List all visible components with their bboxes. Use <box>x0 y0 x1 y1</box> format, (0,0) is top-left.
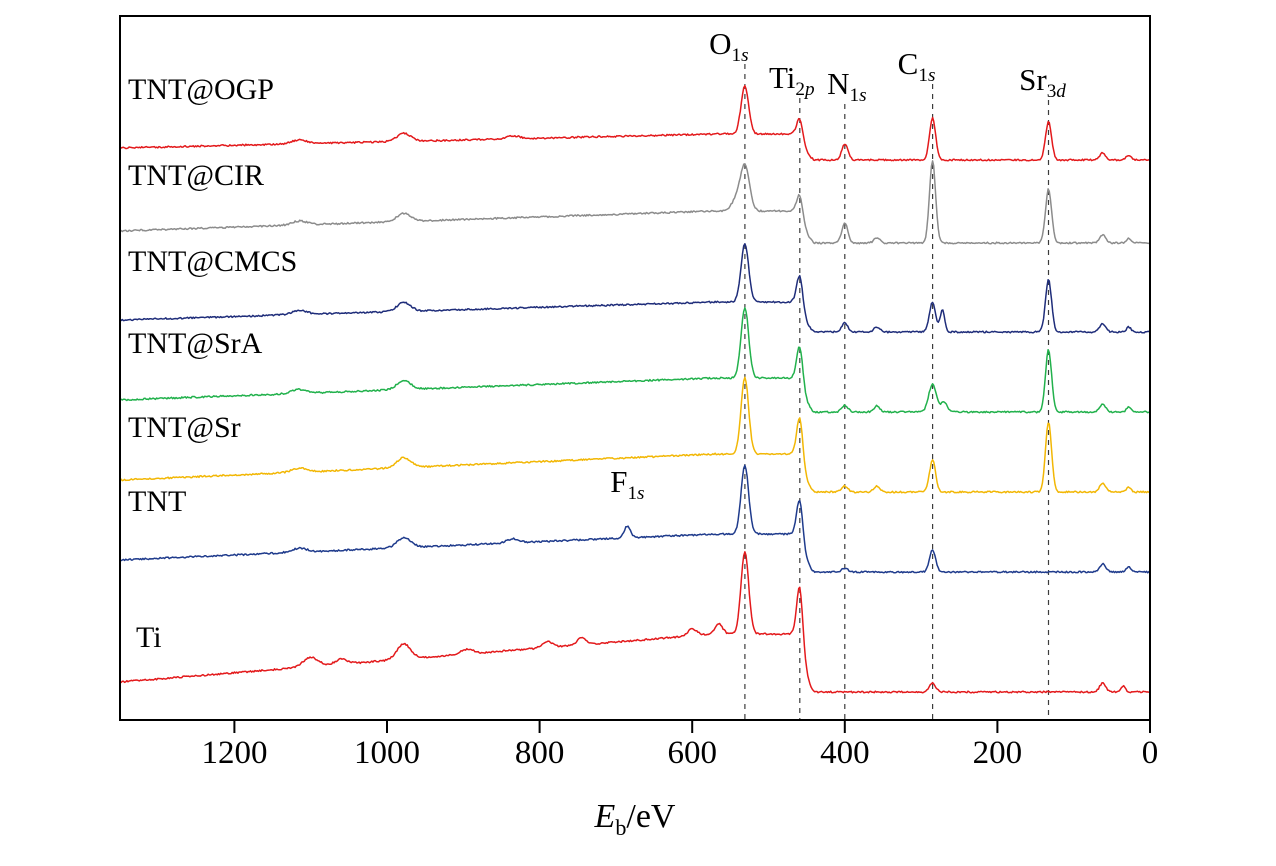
x-axis-title: Eb/eV <box>595 800 676 839</box>
spectrum-curve-tnt-sr <box>119 376 1151 494</box>
spectrum-curve-tnt-cir <box>119 160 1151 245</box>
spectrum-curve-tnt-sra <box>120 307 1151 414</box>
x-axis-unit: /eV <box>626 798 676 835</box>
x-axis-symbol-subscript: b <box>615 814 627 840</box>
spectrum-curve-tnt <box>119 464 1151 574</box>
spectrum-curve-tnt-cmcs <box>119 243 1151 334</box>
spectrum-curve-ti <box>120 551 1151 694</box>
spectrum-curve-tnt-ogp <box>120 84 1151 162</box>
plot-border <box>119 15 1151 721</box>
x-axis-symbol: E <box>594 798 616 835</box>
